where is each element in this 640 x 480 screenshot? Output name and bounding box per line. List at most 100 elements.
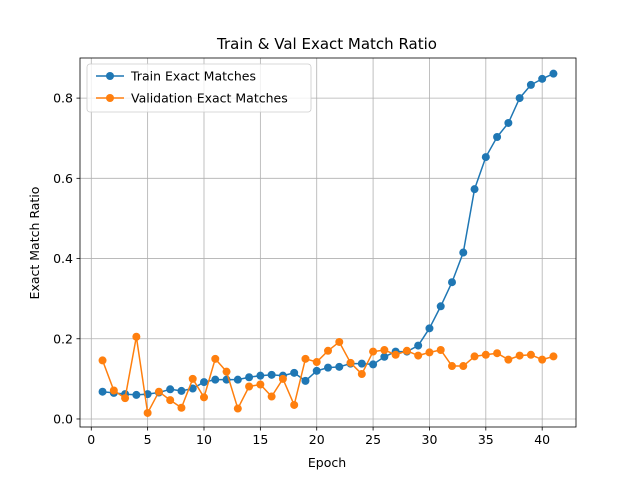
data-point (538, 74, 547, 83)
data-point (143, 408, 152, 417)
series-layer (98, 69, 558, 417)
data-point (154, 387, 163, 396)
data-point (132, 390, 141, 399)
y-tick-label: 0.8 (53, 91, 73, 106)
data-point (222, 367, 231, 376)
data-point (425, 324, 434, 333)
data-point (493, 349, 502, 358)
data-point (233, 375, 242, 384)
data-point (324, 363, 332, 372)
data-point (436, 345, 445, 354)
data-point (290, 400, 299, 409)
data-point (481, 350, 490, 359)
data-point (109, 386, 118, 395)
grid (80, 58, 576, 427)
data-point (301, 354, 310, 363)
y-axis-ticks: 0.0 0.2 0.4 0.6 0.8 (53, 91, 80, 426)
chart-title: Train & Val Exact Match Ratio (216, 35, 437, 53)
data-point (312, 366, 321, 375)
legend-item: Train Exact Matches (96, 69, 256, 84)
data-point (267, 370, 276, 379)
data-point (549, 69, 558, 78)
data-point (245, 382, 254, 391)
x-tick-label: 35 (478, 432, 494, 447)
data-point (470, 185, 479, 194)
y-axis-label: Exact Match Ratio (27, 187, 42, 300)
legend-item: Validation Exact Matches (96, 91, 288, 106)
y-tick-label: 0.0 (53, 411, 73, 426)
data-point (335, 337, 344, 346)
x-tick-label: 10 (196, 432, 212, 447)
data-point (177, 386, 186, 395)
data-point (448, 362, 456, 371)
data-point (166, 396, 175, 405)
x-tick-label: 25 (365, 432, 381, 447)
data-point (357, 359, 366, 368)
data-point (448, 278, 456, 287)
x-axis-label: Epoch (308, 455, 346, 470)
data-point (98, 387, 107, 396)
data-point (346, 358, 355, 367)
data-point (391, 350, 400, 359)
legend-box (86, 63, 312, 113)
legend-marker-swatch (106, 72, 114, 80)
data-point (335, 362, 344, 371)
y-tick-label: 0.6 (53, 171, 73, 186)
data-point (459, 248, 468, 257)
data-point (369, 347, 378, 356)
legend-label: Validation Exact Matches (131, 91, 288, 106)
data-point (526, 80, 535, 89)
plot-area-frame (79, 57, 577, 428)
data-point (425, 348, 434, 357)
data-point (459, 362, 468, 371)
x-tick-label: 40 (534, 432, 550, 447)
data-point (380, 345, 389, 354)
data-point (200, 378, 208, 387)
series-validation (98, 332, 558, 417)
data-point (504, 118, 513, 127)
data-point (538, 355, 547, 364)
data-point (481, 153, 490, 162)
data-point (177, 403, 186, 412)
data-point (245, 373, 254, 382)
data-point (414, 341, 423, 350)
x-tick-label: 5 (144, 432, 152, 447)
data-point (256, 380, 265, 389)
data-point (132, 332, 141, 341)
data-point (188, 384, 197, 393)
data-point (369, 360, 378, 369)
legend: Train Exact Matches Validation Exact Matc… (86, 63, 312, 113)
x-tick-label: 0 (87, 432, 95, 447)
x-tick-label: 20 (309, 432, 325, 447)
data-point (515, 94, 524, 103)
data-point (188, 374, 197, 383)
legend-label: Train Exact Matches (130, 69, 256, 84)
x-tick-label: 30 (422, 432, 438, 447)
data-point (312, 358, 321, 367)
data-point (436, 302, 445, 311)
y-tick-label: 0.2 (53, 331, 73, 346)
data-point (380, 352, 389, 361)
data-point (549, 352, 558, 361)
y-tick-label: 0.4 (53, 251, 73, 266)
data-point (200, 393, 208, 402)
data-point (256, 371, 265, 380)
data-point (526, 350, 535, 359)
data-point (414, 351, 423, 360)
data-point (493, 133, 502, 142)
x-tick-label: 15 (252, 432, 268, 447)
data-point (211, 375, 220, 384)
data-point (470, 352, 479, 361)
data-point (166, 385, 175, 394)
data-point (290, 368, 299, 377)
data-point (402, 346, 411, 355)
data-point (301, 376, 310, 385)
data-point (278, 374, 287, 383)
data-point (324, 346, 332, 355)
data-point (121, 394, 130, 403)
data-point (98, 356, 107, 365)
legend-marker-swatch (106, 94, 114, 102)
data-point (233, 404, 242, 413)
